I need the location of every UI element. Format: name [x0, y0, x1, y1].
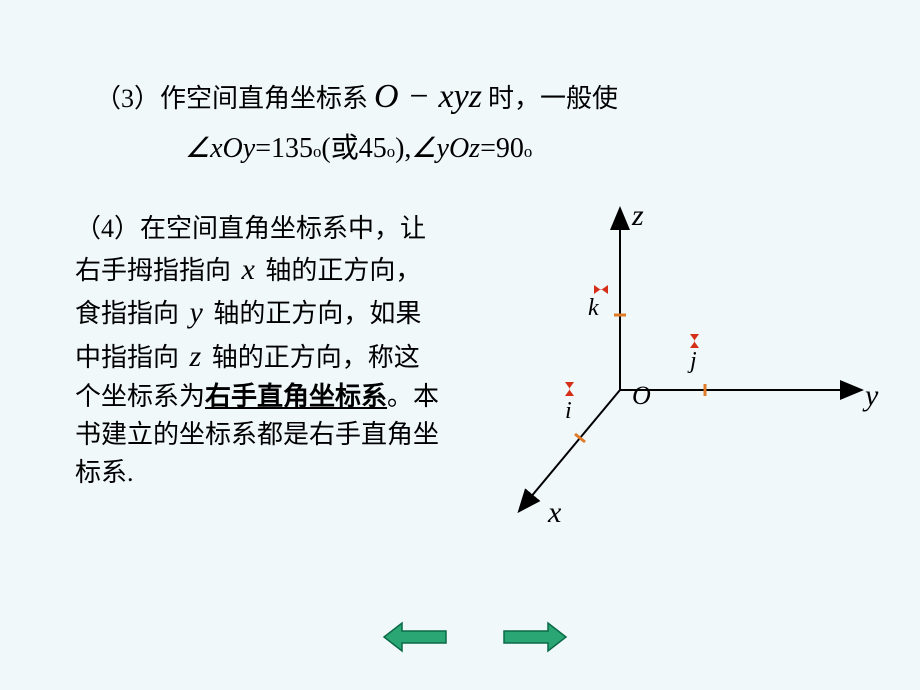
s4-z: z — [190, 340, 202, 373]
label-j: j — [687, 348, 697, 374]
f-orc: ), — [395, 133, 411, 165]
f-deg2: o — [387, 142, 395, 162]
s3-system: O − xyz — [374, 78, 482, 116]
f-a2l: ∠yOz — [411, 131, 480, 165]
next-button[interactable] — [500, 619, 570, 655]
f-a1a: 45 — [359, 133, 387, 165]
label-i: i — [565, 398, 572, 424]
half-arrow-i — [565, 382, 574, 396]
f-eq1: = — [255, 133, 271, 165]
label-x: x — [547, 496, 562, 529]
s4-bold: 右手直角坐标系 — [205, 382, 387, 411]
f-a1r: 135 — [271, 133, 313, 165]
label-k: k — [588, 295, 599, 321]
f-oro: (或 — [321, 126, 358, 166]
section-3: （3）作空间直角坐标系 O − xyz 时，一般使 ∠xOy = 135 o (… — [95, 78, 835, 166]
half-arrow-j — [690, 334, 699, 348]
section-3-line1: （3）作空间直角坐标系 O − xyz 时，一般使 — [95, 78, 835, 116]
f-a1l: ∠xOy — [185, 131, 255, 165]
label-y: y — [862, 379, 879, 412]
label-origin: O — [632, 381, 651, 410]
section-4-text: （4）在空间直角坐标系中，让右手拇指指向 x 轴的正方向，食指指向 y 轴的正方… — [75, 210, 445, 491]
half-arrow-k — [594, 285, 608, 294]
s3-suffix: 时，一般使 — [488, 78, 618, 115]
section-3-formula: ∠xOy = 135 o (或 45 o ), ∠yOz = 90 o — [95, 126, 835, 166]
f-deg1: o — [313, 142, 321, 162]
label-z: z — [631, 199, 644, 232]
f-deg3: o — [524, 142, 532, 162]
s4-y: y — [190, 296, 203, 329]
prev-button[interactable] — [380, 619, 450, 655]
f-eq2: = — [480, 133, 496, 165]
f-a2r: 90 — [496, 133, 524, 165]
s3-prefix: （3）作空间直角坐标系 — [95, 78, 368, 115]
s4-x: x — [242, 253, 255, 286]
coordinate-diagram: z y x O k j i — [460, 190, 890, 550]
